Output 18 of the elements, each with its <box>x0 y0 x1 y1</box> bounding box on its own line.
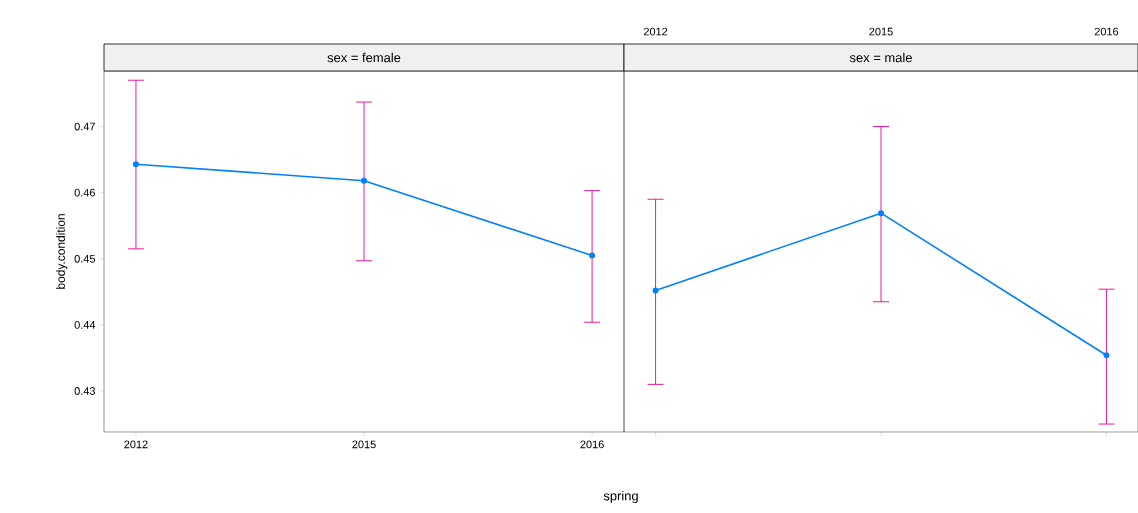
y-tick-label: 0.43 <box>74 387 95 395</box>
x-tick-label: 2016 <box>1094 27 1119 36</box>
y-tick-label: 0.47 <box>74 122 95 131</box>
y-tick-label: 0.44 <box>74 321 96 329</box>
chart-title: sex = female <box>327 52 401 63</box>
x-tick-label: 2015 <box>352 440 376 449</box>
y-axis-title: body.condition <box>56 214 68 289</box>
y-tick-label: 0.45 <box>74 254 96 263</box>
y-tick-label: 0.46 <box>74 188 95 197</box>
point <box>361 177 368 184</box>
x-axis-title: spring <box>603 490 638 504</box>
x-tick-label: 2012 <box>643 27 668 36</box>
x-tick-label: 2015 <box>869 27 893 36</box>
point <box>132 161 139 168</box>
x-tick-label: 2012 <box>124 440 148 449</box>
point <box>589 252 596 259</box>
chart-title: sex = male <box>849 52 912 63</box>
x-tick-label: 2016 <box>580 440 604 449</box>
